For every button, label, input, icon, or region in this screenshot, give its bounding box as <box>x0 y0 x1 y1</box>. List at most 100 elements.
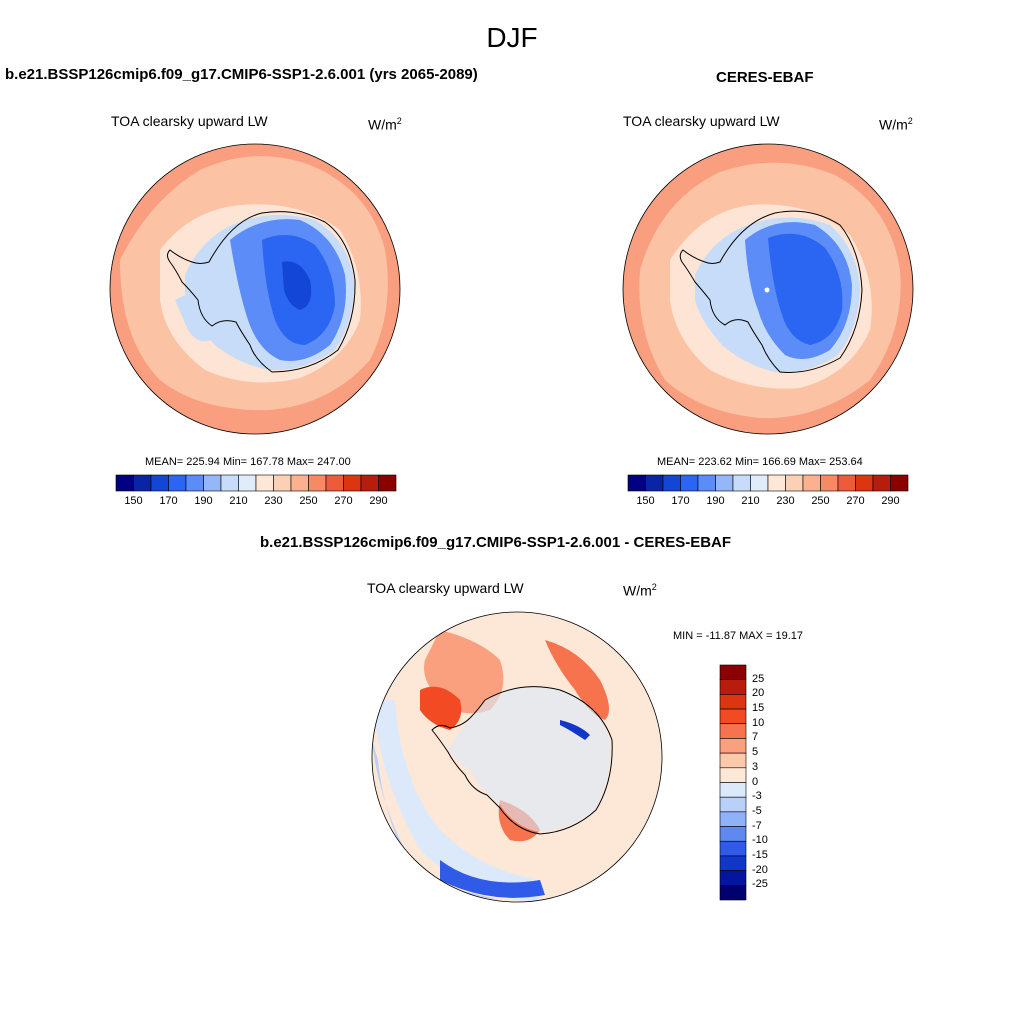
colorbar-tick-label: 5 <box>752 746 759 759</box>
colorbar-tick-label: 150 <box>636 495 655 507</box>
colorbar-swatch <box>150 474 169 492</box>
colorbar-tick-label: 290 <box>369 495 388 507</box>
colorbar-swatch <box>343 474 362 492</box>
colorbar-swatch <box>732 474 751 492</box>
colorbar-tick-label: -25 <box>752 878 768 891</box>
panel2-variable: TOA clearsky upward LW <box>623 113 780 129</box>
panel3-colorbar <box>719 664 747 901</box>
colorbar-swatch <box>719 796 747 813</box>
panel3-stats: MIN = -11.87 MAX = 19.17 <box>673 630 804 642</box>
panel3-map <box>372 612 662 902</box>
panel3-variable: TOA clearsky upward LW <box>367 580 524 596</box>
colorbar-tick-label: 190 <box>706 495 725 507</box>
colorbar-swatch <box>715 474 734 492</box>
panel1-ice-core <box>282 261 312 310</box>
colorbar-swatch <box>168 474 187 492</box>
colorbar-swatch <box>837 474 856 492</box>
panel1-unit: W/m2 <box>368 116 402 133</box>
colorbar-tick-label: 150 <box>124 495 143 507</box>
colorbar-swatch <box>855 474 874 492</box>
colorbar-tick-label: 250 <box>299 495 318 507</box>
panel2-colorbar <box>627 474 909 492</box>
colorbar-tick-label: 3 <box>752 760 759 773</box>
colorbar-swatch <box>719 870 747 886</box>
colorbar-tick-label: -3 <box>752 790 762 803</box>
colorbar-tick-label: 7 <box>752 731 759 744</box>
panel1-stats: MEAN= 225.94 Min= 167.78 Max= 247.00 <box>145 456 351 468</box>
colorbar-swatch <box>325 474 344 492</box>
colorbar-tick-label: -15 <box>752 848 768 861</box>
colorbar-tick-label: 210 <box>229 495 248 507</box>
colorbar-swatch <box>719 826 747 842</box>
colorbar-swatch <box>308 474 327 492</box>
colorbar-swatch <box>378 474 397 492</box>
colorbar-swatch <box>185 474 204 492</box>
colorbar-swatch <box>719 664 747 680</box>
panel1-title: b.e21.BSSP126cmip6.f09_g17.CMIP6-SSP1-2.… <box>5 66 478 83</box>
colorbar-tick-label: -7 <box>752 819 762 832</box>
colorbar-swatch <box>719 738 747 754</box>
colorbar-tick-label: -5 <box>752 804 762 817</box>
colorbar-swatch <box>719 885 747 901</box>
panel2-map-border <box>622 143 914 435</box>
colorbar-swatch <box>719 723 747 739</box>
colorbar-swatch <box>767 474 786 492</box>
panel1-peninsula-shade <box>175 295 212 342</box>
colorbar-swatch <box>680 474 699 492</box>
colorbar-swatch <box>238 474 257 492</box>
colorbar-swatch <box>890 474 909 492</box>
panel3-blue-spot <box>560 720 590 740</box>
panel1-variable: TOA clearsky upward LW <box>111 113 268 129</box>
panel2-coastline <box>679 210 863 373</box>
panel3-map-border <box>371 611 663 903</box>
colorbar-swatch <box>785 474 804 492</box>
colorbar-swatch <box>719 840 747 857</box>
colorbar-swatch <box>220 474 239 492</box>
panel3-red-patch-2 <box>545 640 609 720</box>
panel3-blue-band <box>372 700 540 902</box>
colorbar-swatch <box>662 474 681 492</box>
colorbar-tick-label: 250 <box>811 495 830 507</box>
colorbar-tick-label: 290 <box>881 495 900 507</box>
panel2-unit: W/m2 <box>879 116 913 133</box>
panel3-title: b.e21.BSSP126cmip6.f09_g17.CMIP6-SSP1-2.… <box>260 534 732 551</box>
colorbar-tick-label: -10 <box>752 834 768 847</box>
colorbar-tick-label: 170 <box>671 495 690 507</box>
panel1-map <box>110 144 400 434</box>
panel2-title: CERES-EBAF <box>716 69 814 86</box>
colorbar-swatch <box>719 767 747 783</box>
panel2-ice-deep <box>768 233 843 345</box>
colorbar-swatch <box>697 474 716 492</box>
colorbar-tick-label: 270 <box>334 495 353 507</box>
colorbar-swatch <box>719 855 747 871</box>
panel2-stats: MEAN= 223.62 Min= 166.69 Max= 253.64 <box>657 456 863 468</box>
colorbar-swatch <box>802 474 821 492</box>
colorbar-swatch <box>273 474 292 492</box>
panel3-coastline <box>431 686 613 835</box>
colorbar-tick-label: 230 <box>264 495 283 507</box>
panel2-map <box>623 144 913 434</box>
colorbar-swatch <box>719 694 747 710</box>
colorbar-swatch <box>719 811 747 827</box>
colorbar-tick-label: 10 <box>752 716 765 729</box>
colorbar-tick-label: 170 <box>159 495 178 507</box>
colorbar-tick-label: 25 <box>752 672 765 685</box>
colorbar-swatch <box>255 474 274 492</box>
colorbar-swatch <box>719 679 747 695</box>
colorbar-swatch <box>872 474 891 492</box>
colorbar-tick-label: 15 <box>752 702 765 715</box>
colorbar-tick-label: -20 <box>752 863 768 876</box>
panel3-blue-streak <box>440 860 545 898</box>
panel3-red-patch-3 <box>420 686 462 730</box>
colorbar-swatch <box>115 474 134 492</box>
panel1-coastline <box>167 211 356 373</box>
panel2-pole-marker <box>764 287 770 293</box>
colorbar-tick-label: 190 <box>194 495 213 507</box>
colorbar-tick-label: 270 <box>846 495 865 507</box>
colorbar-swatch <box>719 782 747 798</box>
colorbar-swatch <box>203 474 222 492</box>
colorbar-tick-label: 0 <box>752 775 759 788</box>
colorbar-swatch <box>627 474 646 492</box>
colorbar-swatch <box>820 474 839 492</box>
panel1-colorbar <box>115 474 397 492</box>
